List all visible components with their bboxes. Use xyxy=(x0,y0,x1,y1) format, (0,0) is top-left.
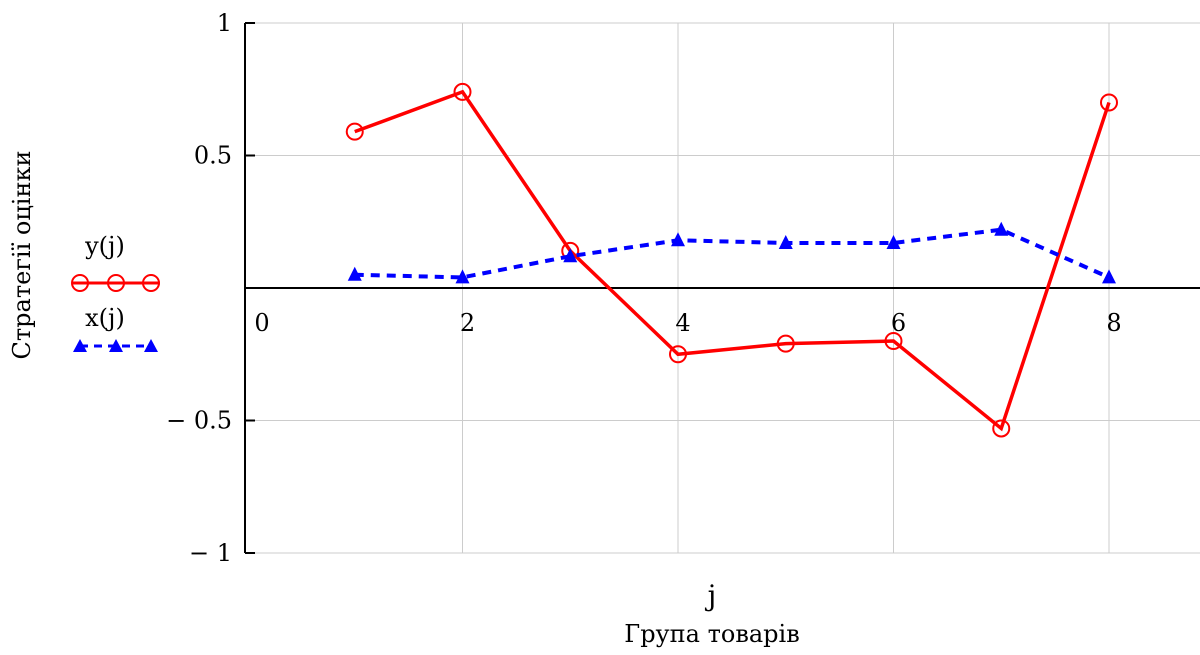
y-tick-label: − 0.5 xyxy=(166,407,232,435)
data-point-x xyxy=(671,232,685,247)
legend-label-x: x(j) xyxy=(85,304,125,332)
data-point-y xyxy=(1100,93,1118,112)
data-point-y xyxy=(884,332,903,350)
x-tick-label: 0 xyxy=(254,309,269,337)
data-point-x xyxy=(347,266,362,281)
data-point-y xyxy=(453,82,472,101)
x-axis-label: Група товарів xyxy=(624,620,799,648)
data-point-x xyxy=(778,234,793,249)
data-point-y xyxy=(345,122,364,141)
data-point-x xyxy=(1102,269,1116,284)
data-point-y xyxy=(776,334,795,353)
x-tick-label: 2 xyxy=(460,309,475,337)
data-point-x xyxy=(455,269,470,284)
data-point-x xyxy=(886,234,901,249)
y-tick-label: 0.5 xyxy=(194,142,232,170)
axes xyxy=(244,22,1200,554)
tick-labels: 1 0.5 − 0.5 − 1 0 2 4 6 8 xyxy=(166,9,1122,567)
x-tick-label: 4 xyxy=(675,309,690,337)
series-line-x xyxy=(354,227,1110,280)
series-line-y xyxy=(354,89,1111,432)
legend: y(j) x(j) xyxy=(71,232,160,352)
legend-label-y: y(j) xyxy=(84,232,125,260)
data-point-y xyxy=(669,345,687,364)
data-point-x xyxy=(994,221,1009,236)
data-point-x xyxy=(563,248,578,263)
legend-swatch-x xyxy=(73,339,158,352)
legend-swatch-y xyxy=(71,274,160,292)
y-tick-label: − 1 xyxy=(189,539,232,567)
x-axis-variable-label: j xyxy=(705,579,717,612)
data-point-y xyxy=(992,419,1011,438)
y-tick-label: 1 xyxy=(217,9,232,37)
x-tick-label: 6 xyxy=(891,309,906,337)
series xyxy=(345,82,1118,438)
y-axis-label: Стратегії оцінки xyxy=(8,151,36,360)
x-tick-label: 8 xyxy=(1106,309,1121,337)
